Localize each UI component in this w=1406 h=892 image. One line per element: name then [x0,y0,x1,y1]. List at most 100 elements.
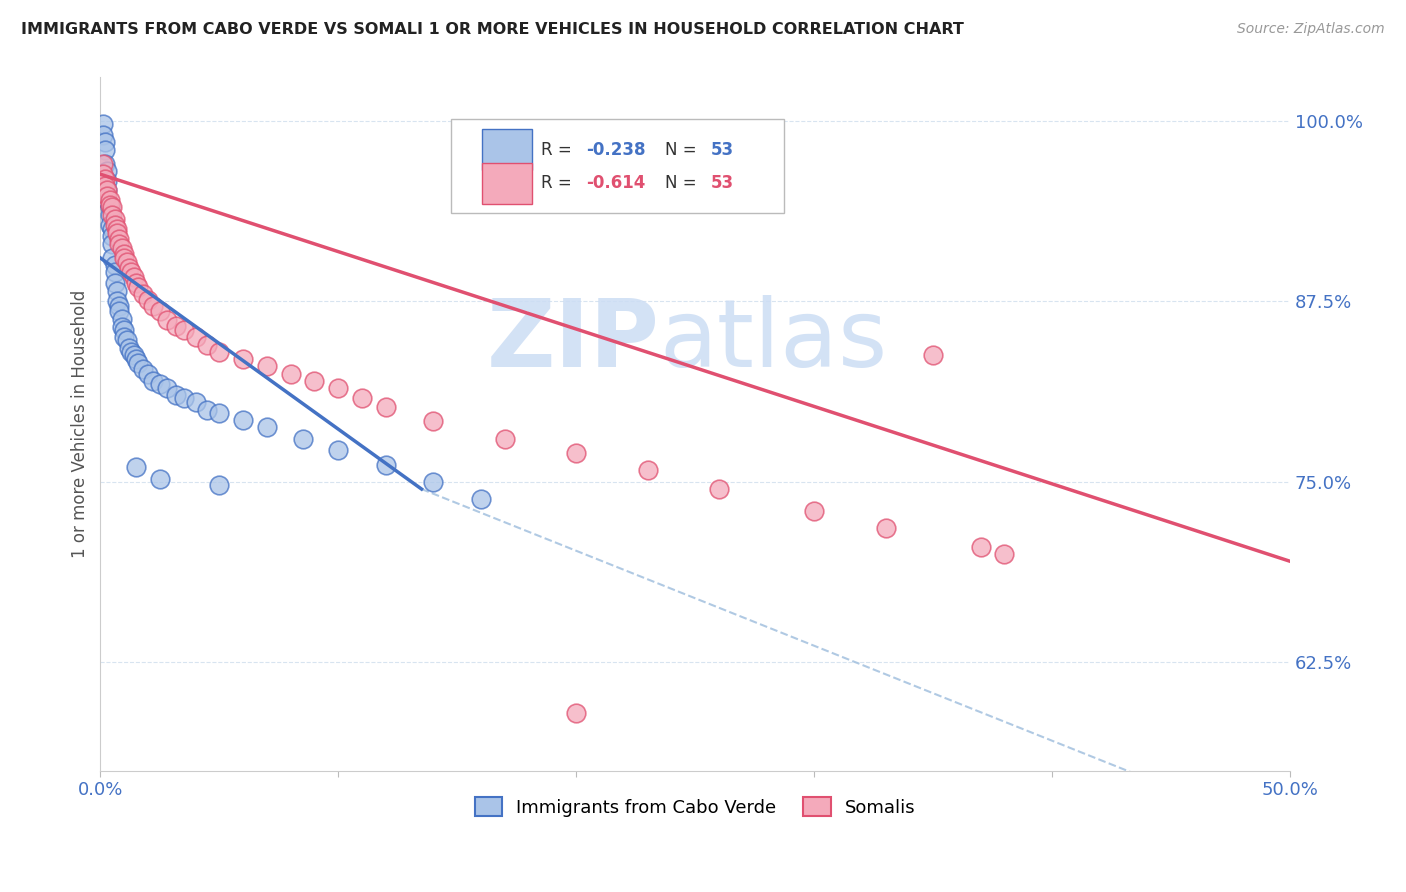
Text: R =: R = [540,141,576,159]
Point [132,287,155,301]
Point [101,229,124,244]
Point [494,432,516,446]
Point [101,251,124,265]
Point [166,388,188,402]
Point [197,337,219,351]
Point [98,208,121,222]
Point [118,341,141,355]
Point [112,251,135,265]
Point [98,218,121,232]
Point [112,246,135,260]
Point [98,201,121,215]
Point [136,367,159,381]
Point [108,299,131,313]
Point [125,276,148,290]
Text: -0.238: -0.238 [586,141,645,159]
Point [232,413,254,427]
FancyBboxPatch shape [451,119,785,212]
Point [922,348,945,362]
Text: -0.614: -0.614 [586,174,645,193]
Point [105,227,128,241]
Text: 53: 53 [710,174,734,193]
Point [120,265,142,279]
Point [115,255,138,269]
Point [970,540,993,554]
Point [127,356,149,370]
Legend: Immigrants from Cabo Verde, Somalis: Immigrants from Cabo Verde, Somalis [468,790,922,824]
Point [149,376,172,391]
Text: atlas: atlas [659,295,887,387]
Point [328,443,350,458]
Point [125,352,148,367]
Point [256,420,278,434]
Point [166,318,188,333]
Point [118,261,141,276]
Text: N =: N = [665,174,703,193]
Point [108,236,131,251]
Point [208,405,231,419]
Point [291,432,314,446]
Point [94,136,117,150]
Point [91,128,114,143]
Point [122,348,145,362]
Point [98,193,121,207]
Point [197,402,219,417]
Point [101,201,124,215]
Point [136,293,159,307]
Point [91,167,114,181]
Point [637,463,659,477]
Point [565,446,588,460]
Text: 53: 53 [710,141,734,159]
Point [104,211,127,226]
Point [98,197,121,211]
Point [565,706,588,720]
Point [127,280,149,294]
Point [122,269,145,284]
Text: R =: R = [540,174,576,193]
Point [94,178,117,193]
Point [96,174,118,188]
Point [280,367,302,381]
Point [142,374,165,388]
Point [328,381,350,395]
Point [256,359,278,374]
Point [149,472,172,486]
FancyBboxPatch shape [482,163,533,203]
Point [875,521,897,535]
Point [173,391,195,405]
Text: ZIP: ZIP [486,295,659,387]
Point [111,320,134,334]
Point [707,482,730,496]
Point [374,400,396,414]
Point [111,241,134,255]
Text: IMMIGRANTS FROM CABO VERDE VS SOMALI 1 OR MORE VEHICLES IN HOUSEHOLD CORRELATION: IMMIGRANTS FROM CABO VERDE VS SOMALI 1 O… [21,22,965,37]
Point [125,460,148,475]
Point [208,344,231,359]
Point [142,299,165,313]
Point [232,352,254,367]
Point [374,458,396,472]
Point [104,258,127,272]
Point [101,208,124,222]
Point [101,222,124,236]
Point [112,323,135,337]
Point [304,374,326,388]
Point [470,492,492,507]
Point [352,391,374,405]
Point [156,313,179,327]
Point [132,362,155,376]
Point [184,395,207,409]
Point [104,218,127,232]
Point [91,117,114,131]
Point [91,157,114,171]
FancyBboxPatch shape [482,129,533,170]
Text: N =: N = [665,141,703,159]
Point [422,414,444,428]
Point [422,475,444,489]
Point [96,164,118,178]
Point [105,222,128,236]
Point [112,330,135,344]
Point [104,276,127,290]
Point [108,232,131,246]
Point [94,171,117,186]
